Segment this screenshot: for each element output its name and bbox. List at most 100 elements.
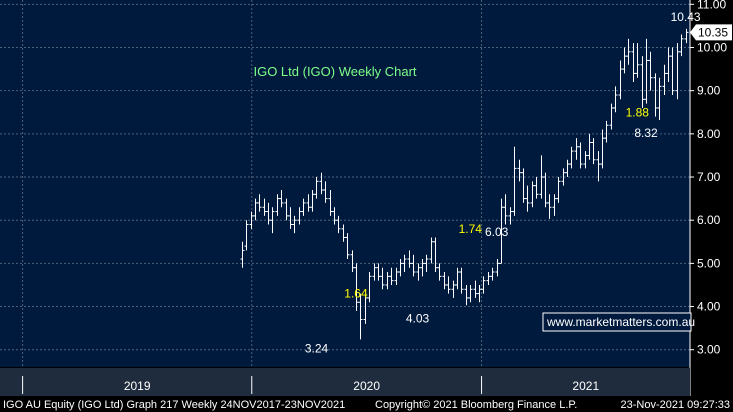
price-bar (684, 28, 689, 44)
price-bar (534, 177, 539, 199)
price-bar (675, 43, 680, 100)
price-bar (530, 181, 535, 208)
price-bar (569, 146, 574, 169)
price-bar (279, 189, 284, 208)
price-bar (394, 267, 399, 285)
footer-right: 23-Nov-2021 09:27:33 (621, 399, 730, 411)
price-bar (376, 263, 381, 281)
price-bar (640, 56, 645, 108)
price-bar (565, 159, 570, 178)
price-bar (574, 138, 579, 160)
price-bar (407, 250, 412, 268)
price-bar (288, 207, 293, 229)
price-bar (512, 146, 517, 216)
y-tick-label: 4.00 (697, 300, 721, 314)
footer-left: IGO AU Equity (IGO Ltd) Graph 217 Weekly… (3, 399, 345, 411)
price-bar (385, 272, 390, 290)
price-bar (552, 194, 557, 216)
price-bar (398, 259, 403, 277)
y-tick-label: 8.00 (697, 127, 721, 141)
price-bar (662, 64, 667, 95)
price-bar (332, 207, 337, 225)
price-bar (292, 215, 297, 234)
annotation-label: 10.43 (671, 10, 701, 24)
y-tick-label: 7.00 (697, 170, 721, 184)
price-bar (328, 189, 333, 216)
price-bar (354, 263, 359, 311)
price-bar (284, 198, 289, 221)
price-bar (446, 276, 451, 294)
price-bar (310, 189, 315, 212)
price-bar (358, 293, 363, 340)
price-bar (600, 129, 605, 169)
price-bar (275, 194, 280, 216)
price-bar (437, 263, 442, 281)
price-bars (240, 28, 689, 340)
price-bar (539, 155, 544, 199)
price-bar (363, 293, 368, 324)
price-bar (486, 272, 491, 285)
price-bar (451, 280, 456, 298)
price-bar (596, 151, 601, 182)
price-bar (490, 267, 495, 281)
price-bar (644, 38, 649, 104)
price-bar (314, 177, 319, 199)
price-bar (411, 254, 416, 277)
footer: IGO AU Equity (IGO Ltd) Graph 217 Weekly… (3, 399, 730, 411)
price-bar (622, 47, 627, 74)
price-bar (503, 194, 508, 225)
price-bar (543, 172, 548, 208)
annotations: 10.43 3.24 1.64 4.03 1.74 6.03 1.88 8.32 (305, 10, 701, 355)
x-axis-band (0, 368, 690, 396)
price-bar (521, 168, 526, 203)
price-bar (613, 86, 618, 113)
price-bar (420, 259, 425, 277)
price-bar (635, 43, 640, 78)
price-bar (266, 202, 271, 225)
price-bar (341, 224, 346, 242)
y-tick-label: 5.00 (697, 256, 721, 270)
price-bar (262, 198, 267, 216)
annotation-label: 1.88 (626, 105, 650, 119)
price-bar (561, 168, 566, 186)
x-axis-label: 2020 (353, 379, 380, 393)
price-bar (350, 250, 355, 273)
annotation-label: 1.74 (459, 222, 483, 236)
price-bar (459, 267, 464, 294)
price-bar (666, 47, 671, 83)
price-bar (517, 159, 522, 182)
price-bar (424, 254, 429, 273)
annotation-label: 1.64 (344, 287, 368, 301)
y-tick-label: 11.00 (697, 0, 726, 11)
footer-center: Copyright© 2021 Bloomberg Finance L.P. (375, 399, 577, 411)
price-bar (604, 120, 609, 143)
price-bar (556, 177, 561, 203)
price-bar (253, 198, 258, 221)
y-tick-label: 3.00 (697, 343, 721, 357)
price-bar (626, 38, 631, 65)
price-bar (508, 207, 513, 225)
watermark-text: www.marketmatters.com.au (546, 315, 695, 329)
price-bar (429, 237, 434, 264)
price-bar (473, 280, 478, 298)
price-bar (653, 73, 658, 117)
price-bar (372, 263, 377, 281)
price-bar (609, 103, 614, 130)
price-bar (416, 263, 421, 281)
price-bar (583, 151, 588, 169)
price-bar (442, 272, 447, 290)
y-tick-label: 6.00 (697, 213, 721, 227)
price-bar (464, 284, 469, 306)
last-price-marker: 10.35 (690, 24, 732, 41)
price-bar (380, 267, 385, 290)
plot-area (0, 0, 690, 367)
annotation-label: 6.03 (485, 225, 509, 239)
x-axis-label: 2019 (124, 379, 151, 393)
chart-title: IGO Ltd (IGO) Weekly Chart (253, 64, 416, 79)
price-bar (591, 138, 596, 165)
last-price-box (690, 24, 732, 41)
price-bar (618, 60, 623, 100)
annotation-label: 4.03 (406, 311, 430, 325)
price-bar (345, 233, 350, 260)
